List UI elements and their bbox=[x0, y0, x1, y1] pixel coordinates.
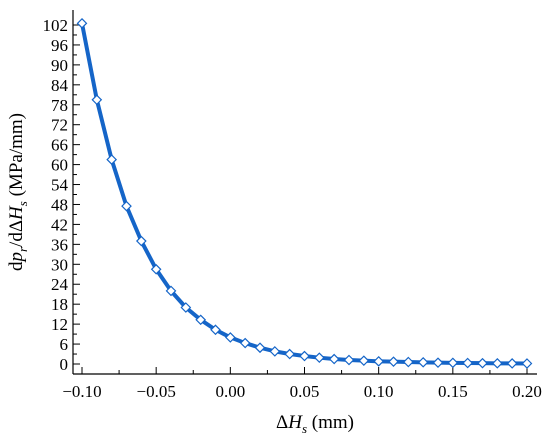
series-line bbox=[80, 21, 529, 366]
data-point-marker bbox=[254, 342, 266, 354]
data-point-marker bbox=[76, 17, 88, 29]
data-point-marker bbox=[343, 354, 355, 366]
data-point-marker bbox=[358, 355, 370, 367]
y-tick-label: 12 bbox=[51, 315, 68, 334]
data-point-marker bbox=[165, 285, 177, 297]
x-axis-title: ΔHs (mm) bbox=[276, 412, 354, 436]
data-point-marker bbox=[521, 358, 533, 369]
data-point-marker bbox=[299, 350, 310, 362]
y-tick-label: 36 bbox=[51, 235, 68, 254]
data-point-marker bbox=[195, 314, 207, 326]
y-tick-label: 66 bbox=[51, 136, 68, 155]
data-point-marker bbox=[462, 357, 474, 369]
x-tick-label: 0.10 bbox=[364, 382, 394, 401]
y-tick-label: 6 bbox=[60, 335, 69, 354]
data-point-marker bbox=[210, 324, 221, 336]
data-point-marker bbox=[477, 357, 488, 369]
y-tick-label: 0 bbox=[60, 355, 69, 374]
data-point-marker bbox=[239, 337, 251, 349]
x-axis-title-units: (mm) bbox=[307, 412, 354, 433]
data-point-marker bbox=[432, 357, 444, 369]
x-axis-ticks: −0.10 −0.05 0.00 0.05 0.10 0.15 0.20 bbox=[62, 367, 542, 401]
data-point-marker bbox=[91, 94, 103, 106]
data-point-marker bbox=[506, 358, 518, 369]
x-tick-label: −0.10 bbox=[62, 382, 101, 401]
x-axis-title-symbol: H bbox=[287, 412, 303, 433]
x-tick-label: 0.20 bbox=[512, 382, 542, 401]
y-tick-label: 30 bbox=[51, 255, 68, 274]
x-axis-title-subscript: s bbox=[302, 421, 307, 436]
y-axis-title-prefix: d bbox=[6, 261, 27, 271]
data-point-marker bbox=[402, 356, 414, 368]
data-point-marker bbox=[417, 356, 429, 368]
data-point-marker bbox=[121, 200, 132, 212]
x-tick-label: 0.15 bbox=[438, 382, 468, 401]
y-axis-title-p: p bbox=[6, 252, 27, 264]
data-point-marker bbox=[491, 357, 503, 369]
data-point-marker bbox=[373, 355, 385, 367]
y-axis-title-h-subscript: s bbox=[15, 201, 30, 206]
y-tick-label: 24 bbox=[51, 275, 69, 294]
data-point-marker bbox=[150, 263, 162, 275]
y-axis-title: dpr/dΔHs (MPa/mm) bbox=[6, 113, 30, 271]
data-point-marker bbox=[388, 356, 399, 368]
y-tick-label: 78 bbox=[51, 96, 68, 115]
y-tick-label: 42 bbox=[51, 215, 68, 234]
data-point-marker bbox=[284, 348, 296, 360]
y-tick-label: 84 bbox=[51, 76, 69, 95]
x-axis-title-delta: Δ bbox=[276, 412, 288, 433]
y-tick-label: 54 bbox=[51, 176, 69, 195]
y-axis-title-units: (MPa/mm) bbox=[6, 113, 27, 201]
x-tick-label: 0.05 bbox=[290, 382, 320, 401]
data-point-marker bbox=[180, 302, 192, 313]
axes bbox=[72, 10, 537, 375]
y-tick-label: 90 bbox=[51, 56, 68, 75]
y-tick-label: 72 bbox=[51, 116, 68, 135]
data-point-marker bbox=[106, 154, 118, 165]
data-point-marker bbox=[269, 346, 281, 357]
y-tick-label: 48 bbox=[51, 195, 68, 214]
data-point-marker bbox=[447, 357, 459, 369]
data-point-marker bbox=[313, 352, 325, 364]
data-point-marker bbox=[224, 332, 236, 343]
y-tick-label: 96 bbox=[51, 36, 68, 55]
data-point-marker bbox=[328, 353, 340, 365]
x-tick-label: −0.05 bbox=[136, 382, 175, 401]
y-axis-title-p-subscript: r bbox=[15, 246, 30, 252]
y-tick-label: 18 bbox=[51, 295, 68, 314]
y-tick-label: 60 bbox=[51, 156, 68, 175]
y-axis-title-slash: /dΔ bbox=[6, 220, 27, 247]
data-series bbox=[76, 17, 533, 369]
y-tick-label: 102 bbox=[43, 16, 69, 35]
x-tick-label: 0.00 bbox=[215, 382, 245, 401]
data-point-marker bbox=[135, 235, 147, 247]
y-axis-title-h: H bbox=[6, 205, 27, 221]
